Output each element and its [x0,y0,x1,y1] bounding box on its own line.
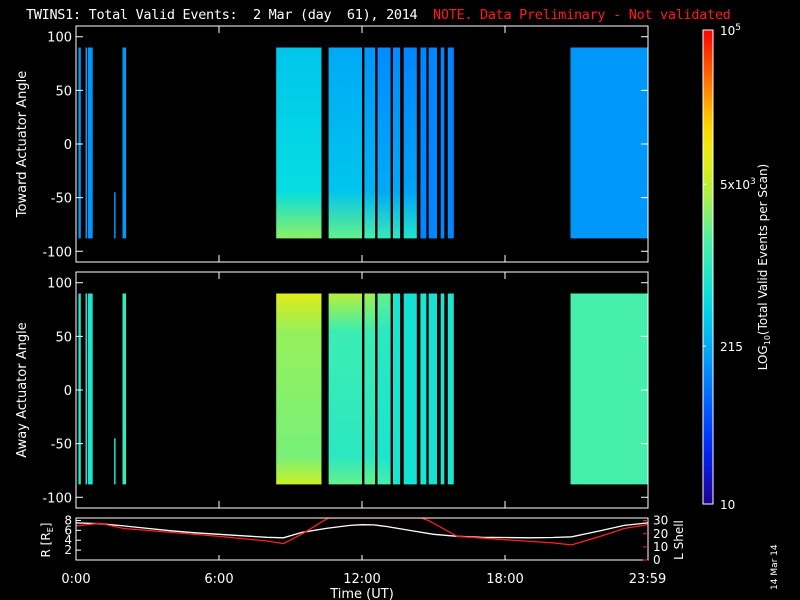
colorbar: 10 215 5x103 105 LOG10(Total Valid Events pe… [702,23,772,512]
y-axis-label: Toward Actuator Angle [15,71,30,218]
heatmap-segment [403,293,417,485]
heatmap-segment [377,293,391,485]
y-axis-label: R [RE] [39,523,55,558]
heatmap-segment [570,47,648,239]
y2tick-label: 10 [653,540,668,554]
colorbar-tick-label: 5x103 [720,177,756,192]
y-axis-label: Away Actuator Angle [15,322,30,457]
y2tick-label: 0 [653,553,661,567]
xtick-label: 12:00 [343,572,380,587]
ytick-label: 6 [64,523,72,537]
y2tick-label: 20 [653,527,668,541]
ytick-label: 8 [64,513,72,527]
date-stamp: 14 Mar 14 [770,544,780,590]
heatmap-segment [87,293,93,485]
lshell-series-line [76,518,648,546]
r-series-line [76,522,648,539]
ytick-label: 100 [47,31,72,46]
ytick-label: 50 [55,84,72,99]
heatmap-segment [428,47,437,239]
heatmap-segment [276,47,322,239]
ytick-label: 100 [47,277,72,292]
heatmap-segment [328,293,362,485]
heatmap-segment [78,293,81,485]
heatmap-segment [114,438,116,485]
heatmap-segment [447,47,454,239]
y2-axis-label: L Shell [672,520,686,560]
ytick-label: 0 [64,138,72,153]
heatmap-segment [114,192,116,239]
heatmap-segment [420,47,427,239]
xtick-label: 6:00 [204,572,233,587]
xtick-label: 18:00 [486,572,523,587]
heatmap-segment [85,47,87,239]
xtick-label: 23:59 [629,572,666,587]
ytick-label: 2 [64,543,72,557]
heatmap-segment [364,47,376,239]
heatmap-segment [440,47,445,239]
colorbar-tick-label: 215 [720,340,743,354]
ytick-label: -50 [51,192,72,207]
title-note: NOTE. Data Preliminary - Not validated [433,7,731,23]
heatmap-segment [276,293,322,485]
toward-panel: 100 50 0 -50 -100 Toward Actuator Angle [15,25,649,263]
heatmap-segment [85,293,87,485]
heatmap-segment [377,47,391,239]
ytick-label: -100 [42,491,72,506]
ytick-label: -50 [51,438,72,453]
heatmap-segment [78,47,81,239]
heatmap-segment [440,293,445,485]
heatmap-segment [570,293,648,485]
heatmap-segment [420,293,427,485]
heatmap-segment [122,47,127,239]
heatmap-segment [122,293,127,485]
away-panel: 100 50 0 -50 -100 Away Actuator Angle [15,271,649,509]
heatmap-segment [328,47,362,239]
x-axis-label: Time (UT) [329,587,394,600]
title-main: TWINS1: Total Valid Events: 2 Mar (day 6… [26,7,418,23]
heatmap-segment [393,293,401,485]
ytick-label: -100 [42,245,72,260]
y2tick-label: 30 [653,514,668,528]
heatmap-segment [87,47,93,239]
heatmap-segment [428,293,437,485]
colorbar-label: LOG10(Total Valid Events per Scan) [756,164,772,371]
ytick-label: 4 [64,533,72,547]
colorbar-gradient [702,29,714,505]
xtick-label: 0:00 [61,572,90,587]
ytick-label: 50 [55,330,72,345]
colorbar-tick-label: 10 [720,498,735,512]
heatmap-segment [447,293,454,485]
chart-title: TWINS1: Total Valid Events: 2 Mar (day 6… [26,7,731,23]
ytick-label: 0 [64,384,72,399]
heatmap-segment [364,293,376,485]
heatmap-segment [393,47,401,239]
heatmap-segment [403,47,417,239]
colorbar-tick-label: 105 [720,23,741,38]
